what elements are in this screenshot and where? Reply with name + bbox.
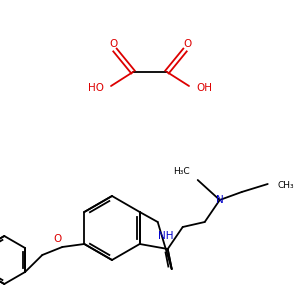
Text: O: O bbox=[53, 234, 61, 244]
Text: OH: OH bbox=[196, 83, 212, 93]
Text: O: O bbox=[109, 39, 117, 49]
Text: HO: HO bbox=[88, 83, 104, 93]
Text: N: N bbox=[216, 195, 224, 205]
Text: H₃C: H₃C bbox=[173, 167, 190, 176]
Text: NH: NH bbox=[158, 231, 173, 241]
Text: CH₃: CH₃ bbox=[278, 182, 294, 190]
Text: O: O bbox=[183, 39, 191, 49]
